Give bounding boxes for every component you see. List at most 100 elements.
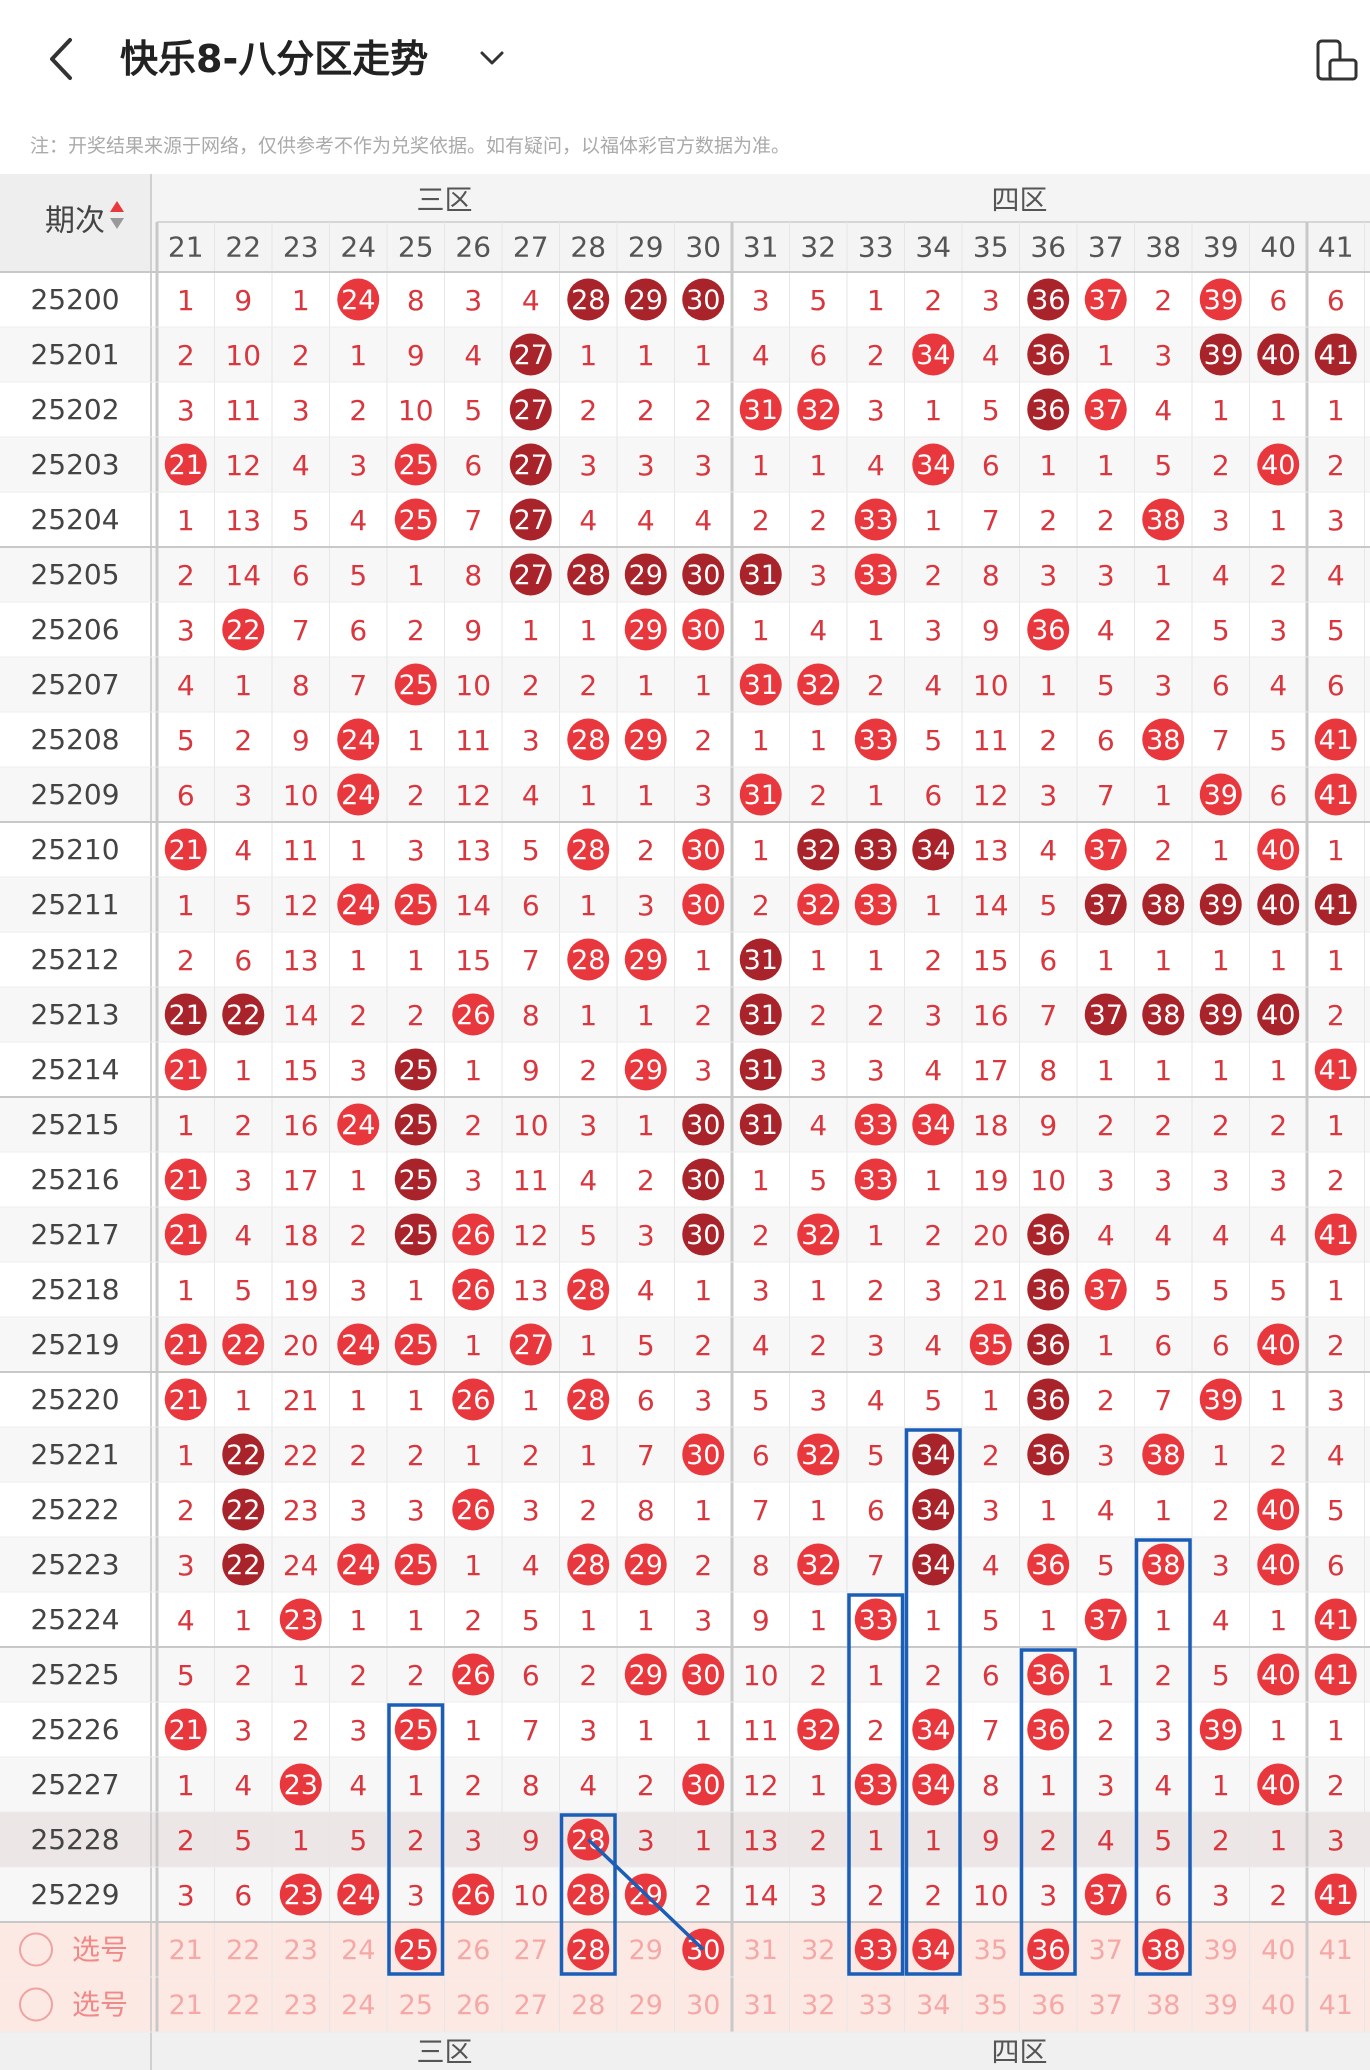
- select-number[interactable]: 29: [629, 1990, 663, 2021]
- select-number[interactable]: 27: [514, 1990, 548, 2021]
- miss-count: 3: [234, 1164, 252, 1197]
- select-ball[interactable]: [1142, 1928, 1185, 1971]
- back-arrow-icon[interactable]: [38, 34, 88, 84]
- select-number[interactable]: 34: [916, 1990, 950, 2021]
- miss-count: 8: [982, 559, 1000, 592]
- miss-count: 1: [407, 944, 425, 977]
- select-radio-icon[interactable]: [19, 1932, 53, 1967]
- select-number[interactable]: 24: [341, 1935, 375, 1966]
- select-number[interactable]: 37: [1089, 1990, 1123, 2021]
- select-number[interactable]: 23: [284, 1935, 318, 1966]
- select-number[interactable]: 22: [226, 1990, 260, 2021]
- chevron-down-icon[interactable]: [474, 40, 510, 76]
- miss-count: 4: [522, 779, 540, 812]
- miss-count: 1: [694, 669, 712, 702]
- select-ball[interactable]: [1027, 1928, 1070, 1971]
- miss-count: 1: [694, 1494, 712, 1527]
- miss-count: 10: [973, 1879, 1009, 1912]
- miss-count: 6: [1154, 1329, 1172, 1362]
- select-number[interactable]: 40: [1261, 1935, 1295, 1966]
- select-ball-number: 34: [916, 1935, 950, 1966]
- period-label: 25211: [30, 888, 119, 921]
- drawn-number: 25: [399, 1330, 433, 1361]
- miss-count: 1: [579, 779, 597, 812]
- drawn-ball: [1257, 828, 1300, 871]
- miss-count: 14: [973, 889, 1009, 922]
- period-label: 25208: [30, 723, 119, 756]
- select-number[interactable]: 32: [801, 1935, 835, 1966]
- miss-count: 2: [1154, 834, 1172, 867]
- miss-count: 5: [579, 1219, 597, 1252]
- sort-down-icon[interactable]: [110, 218, 124, 229]
- miss-count: 5: [1097, 669, 1115, 702]
- landscape-toggle-icon[interactable]: [1314, 38, 1360, 84]
- drawn-ball: [854, 1598, 897, 1641]
- miss-count: 19: [973, 1164, 1009, 1197]
- select-number[interactable]: 21: [169, 1990, 203, 2021]
- select-number[interactable]: 39: [1204, 1935, 1238, 1966]
- miss-count: 2: [1154, 284, 1172, 317]
- select-number[interactable]: 31: [744, 1990, 778, 2021]
- select-number[interactable]: 32: [801, 1990, 835, 2021]
- miss-count: 14: [743, 1879, 779, 1912]
- select-number[interactable]: 38: [1146, 1990, 1180, 2021]
- miss-count: 2: [694, 1329, 712, 1362]
- drawn-number: 39: [1204, 1715, 1238, 1746]
- drawn-ball: [912, 1488, 955, 1531]
- select-number[interactable]: 21: [169, 1935, 203, 1966]
- select-number[interactable]: 23: [284, 1990, 318, 2021]
- miss-count: 1: [924, 504, 942, 537]
- miss-count: 3: [1212, 1164, 1230, 1197]
- select-ball[interactable]: [912, 1928, 955, 1971]
- select-ball[interactable]: [394, 1928, 437, 1971]
- select-number[interactable]: 31: [744, 1935, 778, 1966]
- select-number[interactable]: 22: [226, 1935, 260, 1966]
- select-number[interactable]: 41: [1319, 1990, 1353, 2021]
- select-ball[interactable]: [567, 1928, 610, 1971]
- select-number[interactable]: 33: [859, 1990, 893, 2021]
- select-number[interactable]: 36: [1031, 1990, 1065, 2021]
- period-label: 25221: [30, 1438, 119, 1471]
- app-header: 快乐8-八分区走势: [0, 0, 1370, 124]
- select-number[interactable]: 35: [974, 1935, 1008, 1966]
- select-number[interactable]: 40: [1261, 1990, 1295, 2021]
- select-number[interactable]: 39: [1204, 1990, 1238, 2021]
- drawn-ball: [1314, 773, 1357, 816]
- select-number[interactable]: 26: [456, 1935, 490, 1966]
- select-number[interactable]: 29: [629, 1935, 663, 1966]
- miss-count: 4: [982, 1549, 1000, 1582]
- select-number[interactable]: 30: [686, 1990, 720, 2021]
- miss-count: 6: [234, 1879, 252, 1912]
- drawn-ball: [739, 1103, 782, 1146]
- select-number[interactable]: 41: [1319, 1935, 1353, 1966]
- drawn-number: 30: [686, 1440, 720, 1471]
- miss-count: 2: [349, 1219, 367, 1252]
- select-number[interactable]: 35: [974, 1990, 1008, 2021]
- drawn-number: 36: [1031, 1385, 1065, 1416]
- select-number[interactable]: 25: [399, 1990, 433, 2021]
- select-number[interactable]: 24: [341, 1990, 375, 2021]
- select-number[interactable]: 37: [1089, 1935, 1123, 1966]
- miss-count: 10: [283, 779, 319, 812]
- miss-count: 5: [1212, 1274, 1230, 1307]
- miss-count: 2: [867, 1714, 885, 1747]
- drawn-number: 25: [399, 890, 433, 921]
- miss-count: 7: [464, 504, 482, 537]
- select-number[interactable]: 28: [571, 1990, 605, 2021]
- table-row: [0, 767, 1370, 822]
- select-ball[interactable]: [854, 1928, 897, 1971]
- select-number[interactable]: 27: [514, 1935, 548, 1966]
- page-title[interactable]: 快乐8-八分区走势: [120, 37, 429, 81]
- miss-count: 4: [1212, 1219, 1230, 1252]
- miss-count: 1: [1154, 1494, 1172, 1527]
- select-number[interactable]: 26: [456, 1990, 490, 2021]
- drawn-number: 34: [916, 1440, 950, 1471]
- miss-count: 2: [349, 1659, 367, 1692]
- drawn-number: 24: [341, 1330, 375, 1361]
- select-radio-icon[interactable]: [19, 1987, 53, 2022]
- sort-up-icon[interactable]: [110, 201, 124, 212]
- miss-count: 1: [1327, 394, 1345, 427]
- miss-count: 3: [694, 1604, 712, 1637]
- drawn-ball: [797, 1708, 840, 1751]
- miss-count: 3: [1212, 504, 1230, 537]
